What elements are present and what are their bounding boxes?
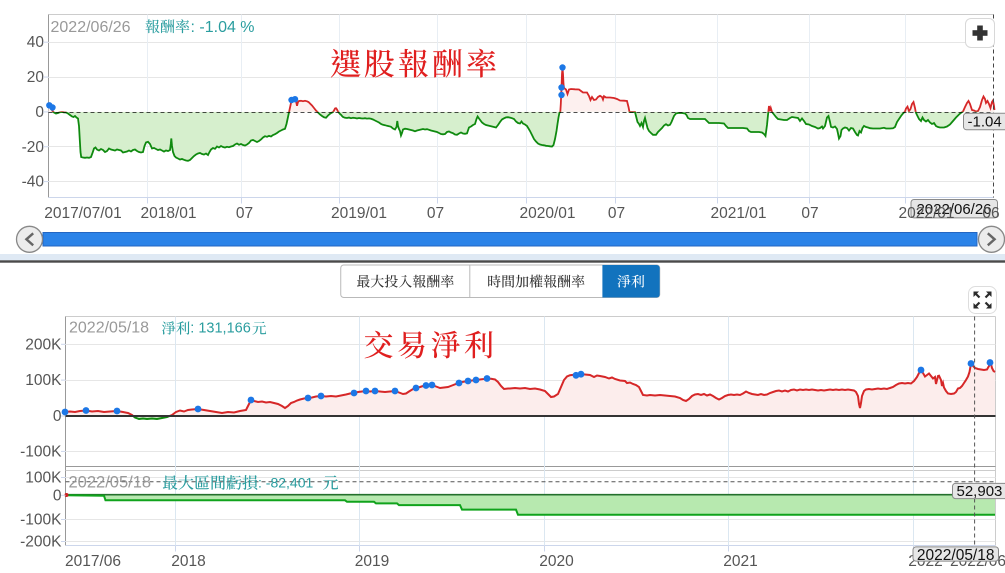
svg-text:06: 06 [982, 205, 999, 222]
svg-text:2017/06: 2017/06 [65, 553, 121, 570]
svg-text:2022/05/18: 2022/05/18 [69, 320, 149, 337]
svg-text:-1.04: -1.04 [968, 114, 1002, 131]
svg-text:40: 40 [27, 34, 45, 51]
svg-text:: 131,166: : 131,166 [190, 321, 250, 337]
svg-text:0: 0 [53, 408, 62, 425]
svg-text:52,903: 52,903 [957, 483, 1003, 500]
svg-text:200K: 200K [25, 336, 62, 353]
svg-text:-20: -20 [22, 139, 45, 156]
svg-text:-100K: -100K [20, 512, 62, 529]
svg-text:: -82,401: : -82,401 [258, 475, 313, 491]
svg-text:2022/05/18: 2022/05/18 [69, 474, 152, 492]
svg-text:-100K: -100K [20, 443, 62, 460]
svg-text:2021: 2021 [723, 553, 757, 570]
svg-text:2022/06/26: 2022/06/26 [916, 201, 991, 218]
svg-text:2021/01: 2021/01 [710, 205, 766, 222]
svg-text:0: 0 [35, 104, 44, 121]
svg-text:2018/01: 2018/01 [140, 205, 196, 222]
svg-text:07: 07 [427, 205, 444, 222]
svg-text:2022/01: 2022/01 [898, 205, 954, 222]
svg-text:-200K: -200K [20, 534, 62, 551]
svg-text:07: 07 [236, 205, 253, 222]
svg-text:2020: 2020 [539, 553, 574, 570]
svg-text:2018: 2018 [171, 553, 205, 570]
svg-text:20: 20 [27, 69, 45, 86]
svg-text:0: 0 [53, 487, 62, 504]
svg-text:2022/05/18: 2022/05/18 [917, 547, 995, 564]
svg-text:2017/07/01: 2017/07/01 [44, 205, 122, 222]
svg-text:-40: -40 [22, 174, 45, 191]
svg-text:100K: 100K [25, 372, 62, 389]
svg-text:2022/06/26: 2022/06/26 [51, 19, 131, 36]
svg-text:2019: 2019 [355, 553, 389, 570]
svg-text:2020/01: 2020/01 [519, 205, 575, 222]
svg-text:07: 07 [801, 205, 818, 222]
svg-text:100K: 100K [25, 470, 62, 487]
svg-text:07: 07 [608, 205, 625, 222]
svg-text:2019/01: 2019/01 [331, 205, 387, 222]
svg-text:: -1.04 %: : -1.04 % [191, 19, 255, 36]
